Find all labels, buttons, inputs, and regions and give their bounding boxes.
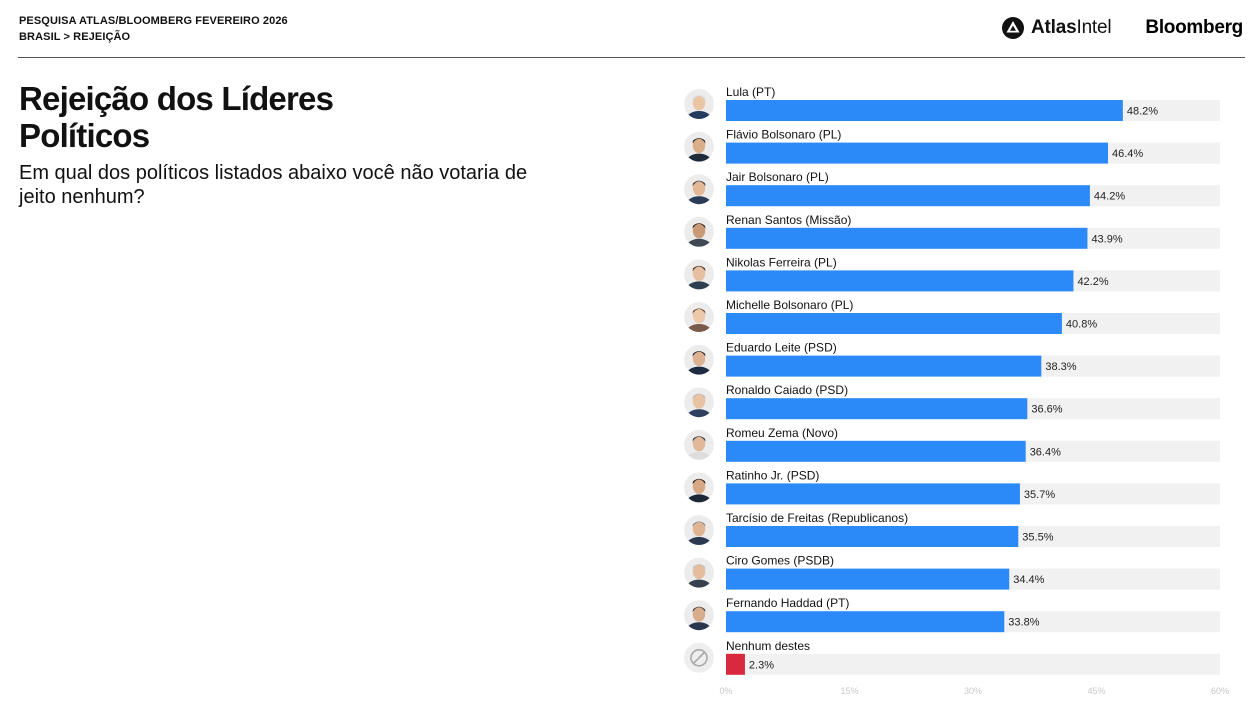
bar <box>726 653 745 675</box>
candidate-row: Eduardo Leite (PSD) 38.3% <box>684 341 1220 377</box>
candidate-label: Tarcísio de Freitas (Republicanos) <box>726 511 908 525</box>
avatar <box>684 515 714 545</box>
brand-logos: AtlasIntel Bloomberg <box>1001 14 1243 42</box>
avatar <box>684 472 714 503</box>
bar <box>726 142 1109 164</box>
value-label: 35.5% <box>1022 532 1053 544</box>
atlasintel-logo: AtlasIntel <box>1001 16 1112 40</box>
breadcrumb: BRASIL > REJEIÇÃO <box>19 31 131 43</box>
candidate-label: Eduardo Leite (PSD) <box>726 341 837 355</box>
none-option-row: Nenhum destes 2.3% <box>684 639 1220 675</box>
candidate-label: Jair Bolsonaro (PL) <box>726 170 829 184</box>
bar <box>726 611 1005 633</box>
bloomberg-logo: Bloomberg <box>1145 17 1243 38</box>
x-tick-label: 0% <box>719 686 732 696</box>
candidate-row: Michelle Bolsonaro (PL) 40.8% <box>684 298 1220 334</box>
avatar <box>684 174 714 205</box>
value-label: 36.6% <box>1031 404 1062 416</box>
atlasintel-wordmark: AtlasIntel <box>1031 17 1112 38</box>
value-label: 33.8% <box>1008 617 1039 629</box>
avatar <box>684 302 714 332</box>
value-label: 36.4% <box>1030 446 1061 458</box>
survey-header: PESQUISA ATLAS/BLOOMBERG FEVEREIRO 2026 … <box>19 13 288 45</box>
bar <box>726 270 1074 292</box>
candidate-label: Lula (PT) <box>726 85 775 99</box>
avatar <box>684 429 714 460</box>
bar <box>726 568 1010 590</box>
chart-title: Rejeição dos Líderes Políticos <box>19 80 334 154</box>
candidate-row: Renan Santos (Missão) 43.9% <box>684 213 1220 249</box>
atlasintel-logo-icon <box>1002 17 1025 39</box>
avatar <box>684 216 714 247</box>
x-tick-label: 15% <box>840 686 858 696</box>
value-label: 43.9% <box>1091 233 1122 245</box>
avatar <box>684 89 714 119</box>
candidate-row: Ciro Gomes (PSDB) 34.4% <box>684 554 1220 590</box>
candidate-label: Romeu Zema (Novo) <box>726 426 838 440</box>
bar <box>726 100 1123 121</box>
candidate-row: Lula (PT) 48.2% <box>684 85 1220 121</box>
candidate-label: Michelle Bolsonaro (PL) <box>726 298 853 312</box>
avatar <box>684 600 714 631</box>
avatar <box>684 259 714 290</box>
bar <box>726 185 1090 207</box>
value-label: 38.3% <box>1045 361 1076 373</box>
avatar <box>684 344 714 375</box>
bar <box>726 355 1042 377</box>
survey-title: PESQUISA ATLAS/BLOOMBERG FEVEREIRO 2026 <box>19 15 288 27</box>
candidate-row: Nikolas Ferreira (PL) 42.2% <box>684 255 1220 292</box>
candidate-label: Nenhum destes <box>726 639 810 653</box>
bar <box>726 313 1062 334</box>
avatar <box>684 387 714 418</box>
avatar <box>684 557 714 588</box>
candidate-label: Ratinho Jr. (PSD) <box>726 468 819 482</box>
candidate-label: Nikolas Ferreira (PL) <box>726 255 837 269</box>
bar <box>726 526 1019 547</box>
value-label: 48.2% <box>1127 106 1158 118</box>
avatar <box>684 131 714 162</box>
candidate-label: Flávio Bolsonaro (PL) <box>726 128 841 142</box>
value-label: 40.8% <box>1066 319 1097 331</box>
prohibited-icon <box>684 642 714 673</box>
bar-track <box>726 653 1220 675</box>
x-tick-label: 60% <box>1211 686 1229 696</box>
value-label: 46.4% <box>1112 148 1143 160</box>
value-label: 34.4% <box>1013 574 1044 586</box>
candidate-row: Flávio Bolsonaro (PL) 46.4% <box>684 128 1220 164</box>
candidate-row: Tarcísio de Freitas (Republicanos) 35.5% <box>684 511 1220 547</box>
candidate-label: Ronaldo Caiado (PSD) <box>726 383 848 397</box>
bar <box>726 440 1026 462</box>
value-label: 42.2% <box>1077 276 1108 288</box>
candidate-label: Renan Santos (Missão) <box>726 213 851 227</box>
bar <box>726 398 1028 420</box>
x-tick-label: 45% <box>1087 686 1105 696</box>
bar <box>726 227 1088 249</box>
x-tick-label: 30% <box>964 686 982 696</box>
value-label: 2.3% <box>749 659 774 671</box>
value-label: 35.7% <box>1024 489 1055 501</box>
bar <box>726 483 1020 505</box>
value-label: 44.2% <box>1094 191 1125 203</box>
header-divider <box>18 57 1245 58</box>
candidate-label: Fernando Haddad (PT) <box>726 596 849 610</box>
chart-subtitle: Em qual dos políticos listados abaixo vo… <box>19 162 528 208</box>
candidate-row: Ronaldo Caiado (PSD) 36.6% <box>684 383 1220 420</box>
candidate-row: Ratinho Jr. (PSD) 35.7% <box>684 468 1220 505</box>
candidate-row: Fernando Haddad (PT) 33.8% <box>684 596 1220 633</box>
candidate-label: Ciro Gomes (PSDB) <box>726 554 834 568</box>
candidate-row: Jair Bolsonaro (PL) 44.2% <box>684 170 1220 207</box>
candidate-row: Romeu Zema (Novo) 36.4% <box>684 426 1220 462</box>
